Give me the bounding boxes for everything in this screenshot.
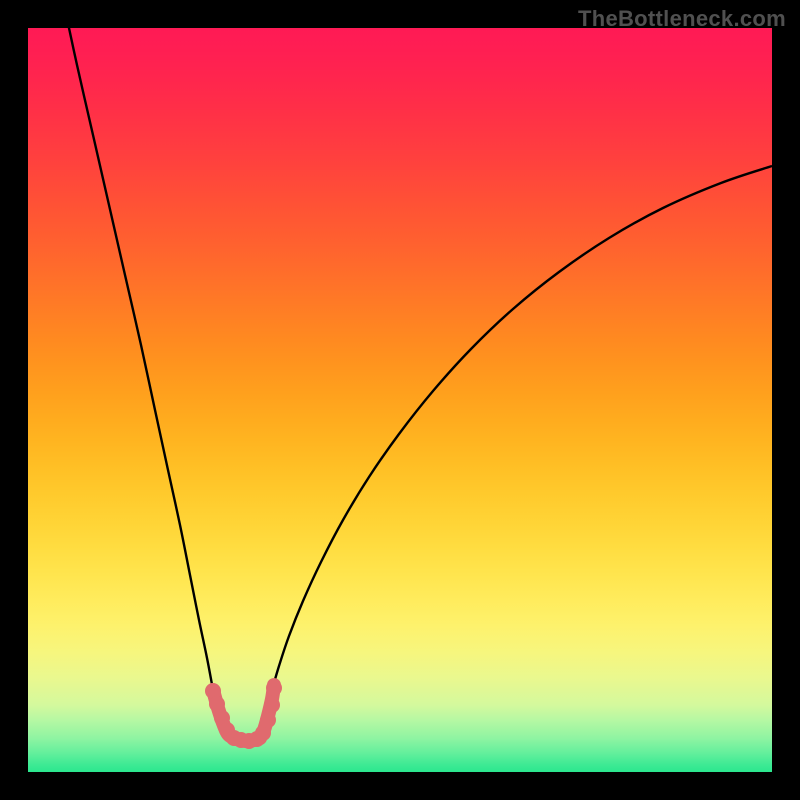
- highlight-dot: [266, 680, 282, 696]
- highlight-dot: [260, 712, 276, 728]
- highlight-dot: [209, 696, 225, 712]
- gradient-background: [28, 28, 772, 772]
- highlight-dot: [264, 697, 280, 713]
- bottleneck-chart: TheBottleneck.com: [0, 0, 800, 800]
- chart-svg: [0, 0, 800, 800]
- watermark: TheBottleneck.com: [578, 6, 786, 32]
